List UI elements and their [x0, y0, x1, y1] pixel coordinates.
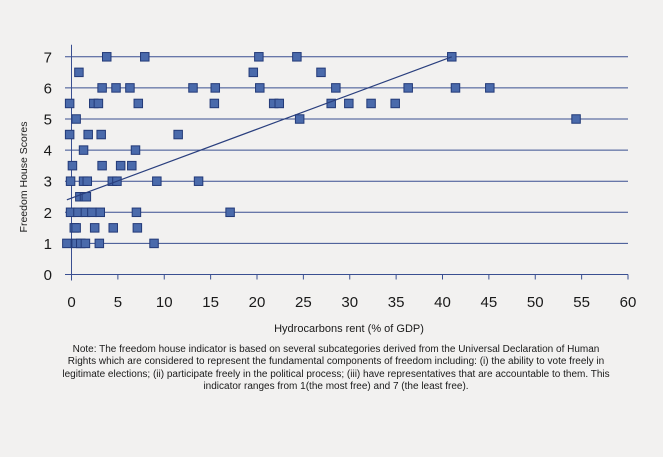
x-tick-label: 40 [434, 294, 451, 311]
data-point [571, 114, 581, 124]
y-tick-labels: 0 1 2 3 4 5 6 7 [44, 49, 52, 284]
data-point [64, 129, 75, 140]
data-point [82, 176, 93, 186]
data-point [96, 129, 106, 140]
data-point [64, 98, 75, 109]
data-point [108, 223, 118, 233]
data-point [101, 52, 112, 62]
y-tick-label: 2 [44, 205, 52, 222]
data-point [173, 129, 183, 140]
y-tick-label: 6 [44, 80, 52, 97]
data-point [390, 98, 400, 109]
data-point [80, 238, 91, 249]
y-tick-label: 4 [44, 143, 52, 160]
chart-note: Note: The freedom house indicator is bas… [62, 344, 610, 393]
data-point [294, 114, 305, 124]
data-point [188, 83, 198, 93]
data-point [255, 83, 265, 93]
data-point [127, 160, 137, 171]
data-point [485, 83, 495, 93]
data-point [403, 83, 413, 93]
data-point [209, 98, 220, 109]
x-tick-label: 10 [156, 294, 173, 311]
x-tick-label: 20 [249, 294, 266, 311]
y-axis-label: Freedom House Scores [18, 122, 30, 233]
trendline [66, 56, 452, 201]
data-point [89, 223, 100, 233]
y-tick-label: 5 [44, 112, 52, 129]
data-point [366, 98, 376, 109]
x-tick-label: 55 [573, 294, 590, 311]
x-tick-label: 45 [481, 294, 498, 311]
x-tick-label: 25 [295, 294, 312, 311]
y-tick-label: 7 [44, 49, 52, 66]
data-point [93, 98, 104, 109]
data-point [71, 114, 81, 124]
data-point [65, 176, 76, 186]
x-tick-label: 30 [341, 294, 358, 311]
x-axis-label: Hydrocarbons rent (% of GDP) [274, 323, 424, 335]
data-point [149, 238, 159, 249]
data-points [62, 52, 581, 249]
data-point [344, 98, 354, 109]
x-tick-labels: 0 5 10 15 20 25 30 35 40 45 50 55 60 [67, 294, 636, 311]
data-point [97, 160, 107, 171]
data-point [67, 160, 78, 171]
data-point [71, 223, 81, 233]
x-tick-label: 60 [620, 294, 637, 311]
data-point [131, 207, 142, 218]
data-point [83, 129, 93, 140]
data-point [254, 52, 264, 62]
data-point [97, 83, 107, 93]
data-point [248, 67, 259, 78]
data-point [133, 98, 144, 109]
data-point [87, 207, 97, 218]
x-tick-label: 35 [388, 294, 405, 311]
data-point [78, 145, 89, 155]
data-point [193, 176, 204, 186]
data-point [125, 83, 135, 93]
data-point [62, 238, 72, 249]
x-tick-label: 50 [527, 294, 544, 311]
y-tick-label: 0 [44, 267, 52, 284]
x-tick-label: 15 [202, 294, 219, 311]
data-point [316, 67, 326, 78]
data-point [152, 176, 162, 186]
data-point [450, 83, 461, 93]
data-point [115, 160, 126, 171]
x-tick-label: 5 [114, 294, 122, 311]
data-point [111, 83, 121, 93]
data-point [94, 238, 105, 249]
data-point [292, 52, 302, 62]
data-point [210, 83, 221, 93]
y-tick-label: 3 [44, 174, 52, 191]
data-point [274, 98, 285, 109]
data-point [130, 145, 141, 155]
trendline-group [66, 56, 452, 201]
data-point [331, 83, 341, 93]
data-point [132, 223, 143, 233]
data-point [140, 52, 150, 62]
data-point [95, 207, 106, 218]
data-point [74, 67, 84, 78]
x-tick-label: 0 [67, 294, 75, 311]
data-point [225, 207, 235, 218]
gridlines [65, 56, 628, 244]
y-tick-label: 1 [44, 236, 52, 253]
